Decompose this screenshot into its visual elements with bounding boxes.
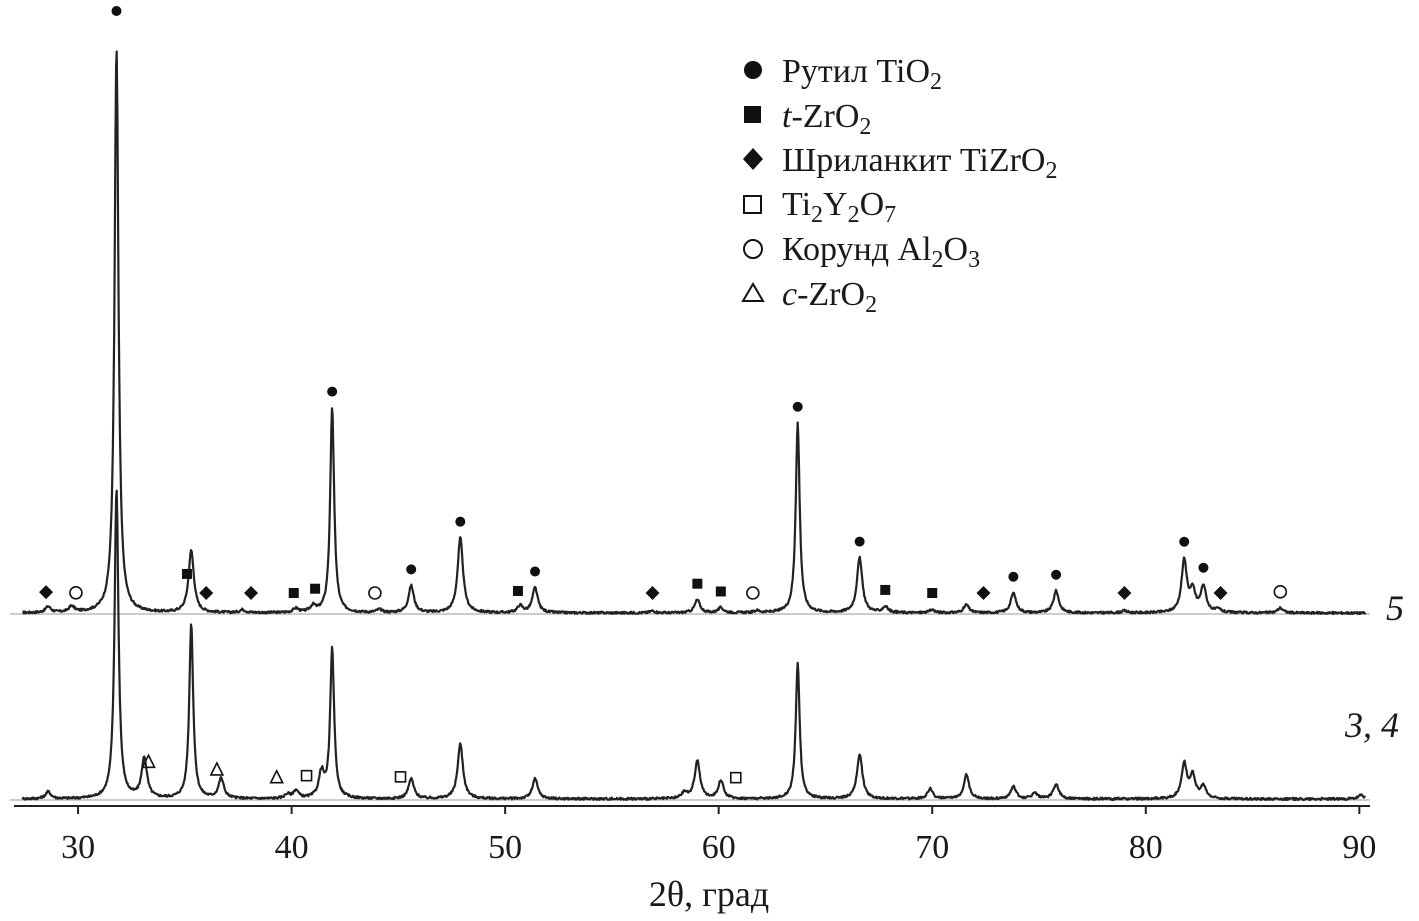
legend-open-circle-icon [743, 239, 763, 259]
svg-text:t-ZrO2: t-ZrO2 [782, 98, 871, 140]
legend-item-rutile: Рутил TiO2 [744, 53, 942, 95]
legend-t-zro2-text: t-ZrO [782, 98, 859, 135]
marker-filled-circle-icon [1051, 569, 1062, 580]
legend-ti2y2o7-sub2: 2 [848, 202, 860, 228]
legend-t-zro2-sub: 2 [859, 114, 871, 140]
legend-corundum-sub2: 3 [968, 247, 980, 273]
svg-text:Рутил TiO2: Рутил TiO2 [782, 53, 942, 95]
x-axis-ticks: 30 40 50 60 70 80 90 [61, 806, 1376, 866]
legend-item-t-zro2: t-ZrO2 [744, 98, 871, 140]
legend-open-square-icon [743, 195, 762, 214]
legend-open-triangle-icon [741, 282, 765, 302]
marker-filled-diamond-icon [39, 585, 54, 600]
x-tick-label-50: 50 [488, 829, 522, 866]
marker-filled-square-icon [927, 588, 938, 598]
marker-open-circle-icon [1273, 585, 1288, 599]
trace-series-5 [22, 50, 1367, 616]
marker-open-circle-icon [746, 586, 760, 600]
series-label-5: 5 [1386, 588, 1404, 628]
svg-text:Шриланкит TiZrO2: Шриланкит TiZrO2 [782, 142, 1057, 184]
marker-filled-diamond-icon [645, 586, 660, 600]
legend-corundum-text: Корунд Al [782, 231, 932, 268]
x-tick-label-40: 40 [275, 829, 309, 866]
legend-ti2y2o7-mid2: O [860, 186, 885, 223]
svg-text:Корунд Al2O3: Корунд Al2O3 [782, 231, 980, 273]
legend-filled-diamond-icon [743, 148, 763, 170]
marker-open-triangle-icon [269, 768, 284, 784]
x-tick-label-90: 90 [1342, 829, 1376, 866]
marker-filled-circle-icon [1198, 562, 1209, 573]
marker-filled-square-icon [310, 583, 321, 594]
series-label-3-4: 3, 4 [1344, 705, 1399, 745]
legend-srilankite-text: Шриланкит TiZrO [782, 142, 1045, 179]
legend-item-srilankite: Шриланкит TiZrO2 [743, 142, 1057, 184]
legend-item-ti2y2o7: Ti2Y2O7 [743, 186, 896, 228]
plot-area: 30 40 50 60 70 80 90 5 3, 4 2θ, град [10, 6, 1404, 914]
legend: Рутил TiO2 t-ZrO2 Шриланкит TiZrO2 Ti2Y2… [741, 53, 1057, 318]
marker-open-triangle-icon [209, 761, 225, 776]
marker-filled-circle-icon [1179, 536, 1190, 547]
marker-filled-circle-icon [530, 566, 541, 577]
phase-markers [39, 6, 1288, 784]
marker-filled-diamond-icon [1117, 586, 1132, 600]
marker-filled-square-icon [692, 578, 703, 589]
marker-filled-square-icon [512, 585, 523, 596]
x-axis-label: 2θ, град [649, 874, 769, 914]
legend-rutile-sub: 2 [930, 69, 942, 95]
legend-rutile-text: Рутил TiO [782, 53, 930, 90]
svg-text:c-ZrO2: c-ZrO2 [782, 276, 877, 318]
legend-corundum-sub1: 2 [932, 247, 944, 273]
legend-ti2y2o7-sub3: 7 [884, 202, 896, 228]
marker-filled-square-icon [880, 584, 891, 595]
marker-filled-diamond-icon [1213, 586, 1228, 600]
legend-ti2y2o7-sub1: 2 [811, 202, 823, 228]
marker-open-square-icon [729, 771, 742, 784]
legend-ti2y2o7-mid1: Y [823, 186, 848, 223]
legend-c-zro2-sub: 2 [865, 292, 877, 318]
marker-open-square-icon [394, 771, 407, 783]
marker-filled-diamond-icon [199, 586, 214, 600]
legend-corundum-mid: O [944, 231, 969, 268]
x-tick-label-70: 70 [915, 829, 949, 866]
series-traces [21, 50, 1367, 802]
marker-filled-circle-icon [111, 6, 122, 16]
svg-text:Ti2Y2O7: Ti2Y2O7 [782, 186, 896, 228]
legend-item-c-zro2: c-ZrO2 [741, 276, 877, 318]
marker-open-triangle-icon [141, 753, 156, 769]
marker-filled-circle-icon [854, 536, 865, 547]
legend-filled-circle-icon [744, 61, 762, 79]
marker-filled-square-icon [715, 586, 726, 597]
legend-c-zro2-text: c-ZrO [782, 276, 865, 313]
legend-item-corundum: Корунд Al2O3 [743, 231, 980, 273]
marker-open-circle-icon [69, 585, 83, 600]
legend-ti2y2o7-text: Ti [782, 186, 811, 223]
marker-filled-square-icon [181, 568, 192, 579]
marker-filled-diamond-icon [244, 586, 259, 600]
marker-filled-circle-icon [406, 564, 417, 575]
marker-filled-square-icon [288, 588, 299, 598]
legend-filled-square-icon [744, 106, 761, 123]
marker-filled-circle-icon [327, 386, 338, 397]
marker-filled-circle-icon [792, 401, 803, 412]
marker-filled-circle-icon [455, 516, 466, 527]
x-tick-label-80: 80 [1129, 829, 1163, 866]
marker-open-square-icon [300, 769, 313, 782]
marker-open-circle-icon [368, 586, 382, 600]
x-tick-label-60: 60 [702, 829, 736, 866]
marker-filled-circle-icon [1008, 571, 1019, 582]
marker-filled-diamond-icon [976, 586, 991, 600]
legend-srilankite-sub: 2 [1045, 158, 1057, 184]
trace-series-3-4 [21, 489, 1366, 802]
x-tick-label-30: 30 [61, 829, 95, 866]
